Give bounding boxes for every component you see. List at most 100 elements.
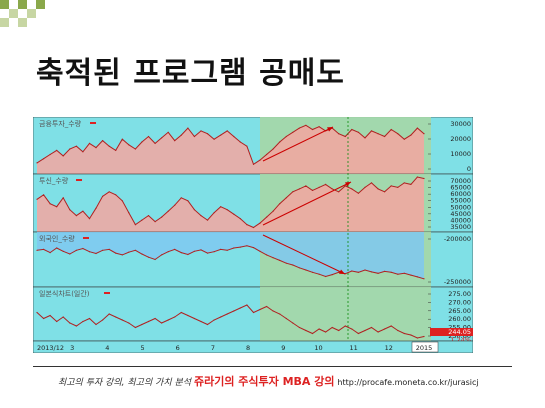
panel-3-point-0 xyxy=(36,311,38,314)
x-tick-8: 10 xyxy=(314,344,322,352)
panel-2-point-50 xyxy=(364,269,366,271)
panel-0-point-19 xyxy=(161,137,163,139)
panel-2-point-56 xyxy=(403,272,405,274)
panel-3-point-46 xyxy=(338,329,340,332)
panel-2-point-58 xyxy=(416,276,418,278)
panel-2-point-55 xyxy=(397,273,399,275)
panel-2-point-44 xyxy=(325,275,327,278)
panel-1-point-3 xyxy=(56,206,58,208)
panel-3-point-7 xyxy=(82,320,84,323)
x-tick-11: 2015 xyxy=(416,344,433,352)
panel-0-ytick-3: 0 xyxy=(467,165,471,173)
panel-1-point-54 xyxy=(390,185,392,187)
panel-2-point-36 xyxy=(272,257,274,259)
panel-3-highlight xyxy=(260,287,431,341)
panel-1-point-25 xyxy=(200,215,202,217)
panel-1-point-49 xyxy=(357,192,359,194)
panel-0-point-2 xyxy=(49,153,51,156)
panel-3-ytick-1: 270.00 xyxy=(448,298,471,306)
panel-0-point-11 xyxy=(108,145,110,147)
panel-2-point-34 xyxy=(259,250,261,252)
panel-1-point-20 xyxy=(167,210,169,212)
trend-arrowhead-1 xyxy=(345,182,351,187)
x-tick-3: 5 xyxy=(140,344,144,352)
decor-square-3 xyxy=(18,0,27,9)
panel-1-point-39 xyxy=(292,191,294,193)
footer-url[interactable]: http://procafe.moneta.co.kr/jurasicj xyxy=(337,378,479,387)
panel-3-point-15 xyxy=(134,326,136,329)
footer-prefix: 최고의 투자 강의, 최고의 가치 분석 xyxy=(58,378,192,388)
panel-0-point-58 xyxy=(416,127,418,129)
panel-2-point-18 xyxy=(154,258,156,261)
panel-3-point-38 xyxy=(285,317,287,320)
panel-1-ytick-1: 65000 xyxy=(450,184,471,192)
trend-arrowhead-2 xyxy=(339,269,345,274)
panel-2-point-14 xyxy=(128,251,130,253)
decor-square-1 xyxy=(0,0,9,9)
panel-2-point-26 xyxy=(206,252,209,254)
price-label-box xyxy=(430,328,473,336)
panel-3-point-14 xyxy=(128,322,130,324)
panel-0-point-33 xyxy=(252,163,255,165)
panel-2-point-20 xyxy=(167,251,169,253)
x-tick-10: 12 xyxy=(385,344,393,352)
panel-2-ytick-1: -250000 xyxy=(444,278,471,286)
panel-1-point-37 xyxy=(279,203,281,205)
panel-0-point-43 xyxy=(318,126,320,128)
panel-1-point-23 xyxy=(187,200,189,202)
panel-1-point-26 xyxy=(206,219,209,221)
panel-3-point-10 xyxy=(102,319,104,321)
panel-1-ytick-4: 50000 xyxy=(450,203,471,211)
panel-0-point-10 xyxy=(102,140,104,142)
panel-1-point-59 xyxy=(423,177,425,180)
panel-2-ytick-0: -200000 xyxy=(444,235,471,243)
panel-0-point-12 xyxy=(115,149,117,151)
panel-3-point-1 xyxy=(43,317,45,320)
panel-0-point-24 xyxy=(193,135,195,138)
panel-0-point-6 xyxy=(75,145,77,147)
panel-1-point-32 xyxy=(246,224,248,226)
panel-1-ytick-5: 45000 xyxy=(450,210,471,218)
panel-1-point-1 xyxy=(43,194,45,196)
footer: 최고의 투자 강의, 최고의 가치 분석 쥬라기의 주식투자 MBA 강의 ht… xyxy=(58,373,528,389)
footer-brand: 쥬라기의 주식투자 MBA 강의 xyxy=(193,375,335,388)
panel-2-point-12 xyxy=(115,252,117,254)
panel-2-point-38 xyxy=(285,262,287,264)
panel-3-point-18 xyxy=(154,317,156,320)
panel-1-point-8 xyxy=(88,218,91,220)
panel-3-point-31 xyxy=(239,307,241,309)
panel-3-point-6 xyxy=(75,325,77,327)
panel-2-point-9 xyxy=(95,252,97,255)
panel-1-point-52 xyxy=(377,188,379,190)
x-tick-4: 6 xyxy=(176,344,180,352)
panel-0-point-26 xyxy=(206,133,209,135)
panel-1-point-24 xyxy=(193,209,195,211)
panel-1-point-56 xyxy=(403,182,405,184)
panel-1-ytick-0: 70000 xyxy=(450,177,471,185)
panel-3-point-24 xyxy=(193,317,195,320)
x-tick-9: 11 xyxy=(349,344,357,352)
decor-square-6 xyxy=(0,18,9,27)
panel-0-point-31 xyxy=(239,141,241,143)
panel-3-point-33 xyxy=(252,311,255,314)
panel-0-point-13 xyxy=(121,138,123,140)
footer-divider xyxy=(33,366,512,367)
panel-1-point-40 xyxy=(298,188,300,190)
panel-2-point-30 xyxy=(233,247,235,249)
panel-0-point-29 xyxy=(226,130,228,132)
panel-1-point-35 xyxy=(266,216,268,218)
panel-1-point-58 xyxy=(416,176,418,178)
panel-3-point-21 xyxy=(174,316,176,318)
panel-1-point-15 xyxy=(134,224,136,226)
panel-0-point-54 xyxy=(390,128,392,131)
panel-2-point-40 xyxy=(298,267,300,269)
panel-0-point-8 xyxy=(88,142,91,144)
x-axis-strip xyxy=(33,340,473,353)
panel-0-point-0 xyxy=(36,162,38,164)
panel-3-point-13 xyxy=(121,319,123,321)
panel-3-point-43 xyxy=(318,328,320,330)
panel-2-point-15 xyxy=(134,249,136,251)
panel-3-point-25 xyxy=(200,320,202,323)
panel-1-point-19 xyxy=(161,216,163,218)
panel-0-point-40 xyxy=(298,127,300,129)
